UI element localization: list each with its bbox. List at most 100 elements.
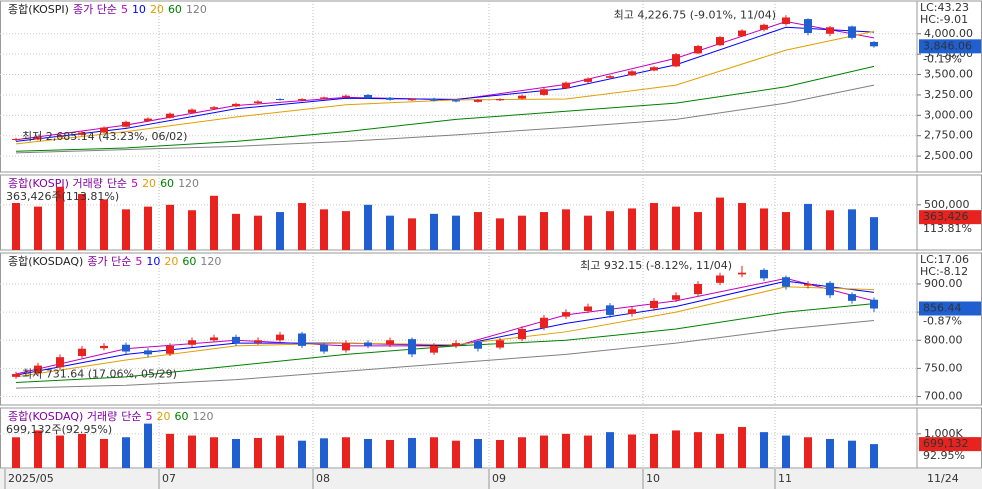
candle-body: [606, 305, 614, 315]
candle-body: [628, 71, 636, 76]
last-value-box: [919, 437, 981, 452]
candle-body: [166, 345, 174, 354]
y-tick-label: 500,000: [924, 198, 970, 211]
candle-body: [342, 95, 350, 97]
volume-bar: [364, 204, 372, 250]
candle-body: [870, 41, 878, 47]
y-tick-label: 700.00: [924, 390, 963, 403]
candle-body: [188, 340, 196, 345]
volume-bar: [122, 437, 130, 468]
candle-body: [298, 99, 306, 101]
volume-bar: [782, 212, 790, 250]
volume-bar: [672, 206, 680, 250]
volume-bar: [452, 215, 460, 250]
candle-body: [342, 343, 350, 351]
candle-body: [496, 340, 504, 348]
legend-entry: 60: [168, 3, 182, 16]
candle-body: [100, 127, 108, 133]
candle-body: [210, 337, 218, 341]
volume-bar: [386, 439, 394, 468]
volume-bar: [320, 209, 328, 250]
x-tick-label: 11: [778, 472, 792, 485]
low-annotation: 최저 731.64 (17.06%, 05/29): [22, 368, 177, 381]
volume-bar: [298, 203, 306, 250]
volume-bar: [452, 440, 460, 468]
volume-bar: [540, 212, 548, 250]
hc-label: HC:-8.12: [920, 265, 968, 278]
volume-bar: [430, 437, 438, 468]
volume-bar: [100, 199, 108, 250]
y-tick-label: 3,500.00: [924, 68, 973, 81]
candle-body: [452, 100, 460, 102]
candle-body: [188, 109, 196, 113]
candle-body: [782, 17, 790, 24]
volume-bar: [408, 437, 416, 468]
last-value-label: 3,846.06: [923, 39, 972, 52]
candle-body: [760, 269, 768, 279]
candle-body: [430, 345, 438, 353]
last-value-label: 699,132: [923, 437, 969, 450]
candle-body: [210, 107, 218, 109]
y-tick-label: 1,000K: [924, 427, 963, 440]
legend-entry: 120: [200, 255, 221, 268]
candle-body: [694, 46, 702, 54]
volume-bar: [254, 437, 262, 468]
candle-body: [386, 340, 394, 345]
volume-bar: [826, 210, 834, 250]
change-label: -0.19%: [923, 52, 962, 65]
panel-header: 종합(KOSPI) 거래량 단순 5 20 60 120: [8, 177, 199, 190]
legend-entry: 60: [160, 177, 174, 190]
y-tick-label: 4,000.00: [924, 27, 973, 40]
candle-body: [870, 299, 878, 309]
volume-bar: [804, 203, 812, 250]
candle-body: [650, 300, 658, 309]
volume-bar: [474, 438, 482, 468]
volume-bar: [188, 435, 196, 468]
candle-body: [364, 94, 372, 99]
low-annotation: 최저 2,685.14 (43.23%, 06/02): [22, 130, 187, 143]
candle-body: [826, 27, 834, 34]
volume-bar: [760, 432, 768, 468]
candle-body: [276, 99, 284, 101]
candle-body: [254, 340, 262, 343]
legend-entry: 5: [145, 410, 152, 423]
x-tick-label: 08: [316, 472, 330, 485]
volume-bar: [232, 438, 240, 468]
x-tick-label: 10: [646, 472, 660, 485]
ma-label: 종가 단순: [73, 3, 117, 16]
panel-title: 종합(KOSDAQ): [8, 255, 83, 268]
candle-body: [518, 329, 526, 340]
candle-body: [584, 78, 592, 82]
candle-body: [496, 99, 504, 101]
candle-body: [254, 101, 262, 104]
volume-bar: [650, 433, 658, 468]
volume-bar: [276, 435, 284, 468]
volume-summary: 363,426주(113.81%): [6, 190, 119, 203]
y-tick-label: 2,750.00: [924, 129, 973, 142]
candle-body: [12, 374, 20, 377]
legend-entry: 10: [132, 3, 146, 16]
volume-bar: [804, 437, 812, 468]
volume-bar: [166, 433, 174, 468]
candle-body: [12, 138, 20, 140]
candle-body: [804, 19, 812, 33]
candle-body: [474, 341, 482, 349]
legend-entry: 60: [182, 255, 196, 268]
volume-bar: [210, 195, 218, 250]
volume-summary: 699,132주(92.95%): [6, 423, 112, 436]
volume-bar: [342, 211, 350, 250]
volume-bar: [78, 193, 86, 250]
volume-bar: [606, 211, 614, 250]
legend-entry: 20: [164, 255, 178, 268]
candle-body: [408, 339, 416, 355]
candle-body: [760, 24, 768, 30]
legend-entry: 120: [186, 3, 207, 16]
ma-label: 단순: [121, 410, 141, 423]
volume-bar: [496, 218, 504, 250]
candle-body: [364, 342, 372, 346]
volume-bar: [408, 218, 416, 250]
high-annotation: 최고 932.15 (-8.12%, 11/04): [580, 259, 732, 272]
moving-average-line: [15, 65, 875, 152]
candle-body: [848, 294, 856, 301]
candle-body: [232, 336, 240, 344]
